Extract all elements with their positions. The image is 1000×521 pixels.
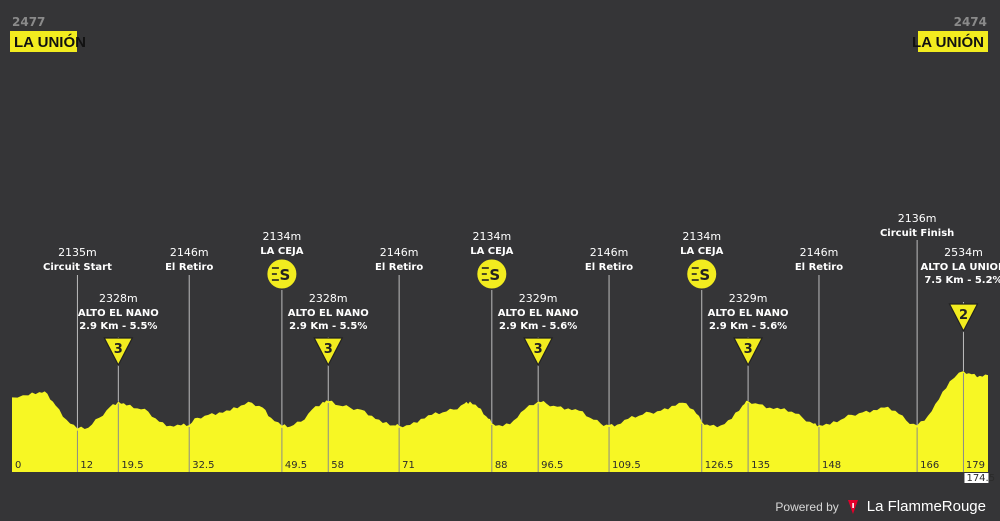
profile-markers: 2135m Circuit Start 2328m ALTO EL NANO 2.9 K…: [43, 212, 1000, 429]
climb-altitude: 2329m: [729, 292, 768, 305]
km-label: 19.5: [121, 460, 143, 471]
brand-name: La FlammeRouge: [866, 498, 986, 515]
footer: Powered by La FlammeRouge: [775, 498, 986, 515]
marker-name: El Retiro: [165, 262, 213, 273]
sprint-altitude: 2134m: [682, 230, 721, 243]
climb-name: ALTO EL NANO: [498, 308, 579, 319]
km-label: 32.5: [192, 460, 214, 471]
climb-altitude: 2328m: [99, 292, 138, 305]
climb-category: 3: [534, 342, 543, 357]
climb-category: 3: [114, 342, 123, 357]
climb-detail: 7.5 Km - 5.2%: [924, 275, 1000, 286]
km-label: 88: [495, 460, 508, 471]
climb-detail: 2.9 Km - 5.6%: [709, 321, 787, 332]
start-label: 2477 LA UNIÓN: [10, 15, 86, 52]
km-label: 58: [331, 460, 344, 471]
marker-altitude: 2135m: [58, 246, 97, 259]
marker-altitude: 2146m: [380, 246, 419, 259]
km-label: 96.5: [541, 460, 563, 471]
climb-category: 3: [744, 342, 753, 357]
finish-altitude: 2474: [954, 15, 987, 29]
climb-category: 3: [324, 342, 333, 357]
km-label: 179: [966, 460, 985, 471]
climb-detail: 2.9 Km - 5.5%: [289, 321, 367, 332]
profile-area: [12, 371, 988, 472]
sprint-icon: [476, 258, 508, 290]
km-label: 49.5: [285, 460, 307, 471]
climb-name: ALTO EL NANO: [288, 308, 369, 319]
climb-category-icon: [313, 337, 344, 367]
km-label: 71: [402, 460, 415, 471]
km-label: 126.5: [705, 460, 734, 471]
km-label: 135: [751, 460, 770, 471]
finish-name: LA UNIÓN: [912, 33, 984, 51]
km-label: 174.5: [966, 473, 995, 484]
climb-altitude: 2328m: [309, 292, 348, 305]
marker-name: El Retiro: [375, 262, 423, 273]
marker-altitude: 2146m: [590, 246, 629, 259]
km-label: 166: [920, 460, 939, 471]
climb-category-icon: [733, 337, 764, 367]
start-tag-bg: [10, 31, 77, 52]
marker-name: Circuit Start: [43, 262, 112, 273]
climb-name: ALTO EL NANO: [708, 308, 789, 319]
sprint-altitude: 2134m: [472, 230, 511, 243]
marker-name: El Retiro: [585, 262, 633, 273]
sprint-icon-glyph: S: [699, 266, 710, 284]
marker-name: El Retiro: [795, 262, 843, 273]
elevation-profile: 0 12 19.5 32.5 49.5 58 71 88 96.5 109.5 126.5 135 14…: [12, 371, 995, 484]
sprint-icon: [686, 258, 718, 290]
sprint-icon-glyph: S: [489, 266, 500, 284]
start-altitude: 2477: [12, 15, 45, 29]
km-label: 0: [15, 460, 21, 471]
finish-label: 2474 LA UNIÓN: [912, 15, 988, 52]
sprint-name: LA CEJA: [470, 246, 513, 257]
climb-detail: 2.9 Km - 5.5%: [79, 321, 157, 332]
km-label-bg: [964, 473, 989, 483]
marker-altitude: 2146m: [170, 246, 209, 259]
km-label: 109.5: [612, 460, 641, 471]
sprint-icon-glyph: S: [279, 266, 290, 284]
flamme-rouge-logo-icon: [847, 499, 858, 514]
marker-name: Circuit Finish: [880, 228, 954, 239]
marker-altitude: 2136m: [898, 212, 937, 225]
sprint-name: LA CEJA: [680, 246, 723, 257]
powered-by-text: Powered by: [775, 499, 839, 514]
sprint-name: LA CEJA: [260, 246, 303, 257]
climb-category-icon: [523, 337, 554, 367]
climb-category-icon: [948, 303, 979, 333]
climb-altitude: 2534m: [944, 246, 983, 259]
km-label: 12: [80, 460, 93, 471]
climb-name: ALTO EL NANO: [78, 308, 159, 319]
climb-category-icon: [103, 337, 134, 367]
climb-category: 2: [959, 308, 968, 323]
climb-altitude: 2329m: [519, 292, 558, 305]
start-name: LA UNIÓN: [14, 33, 86, 51]
km-label: 148: [822, 460, 841, 471]
sprint-icon: [266, 258, 298, 290]
marker-altitude: 2146m: [800, 246, 839, 259]
climb-name: ALTO LA UNION: [920, 262, 1000, 273]
climb-detail: 2.9 Km - 5.6%: [499, 321, 577, 332]
finish-tag-bg: [918, 31, 988, 52]
sprint-altitude: 2134m: [263, 230, 302, 243]
